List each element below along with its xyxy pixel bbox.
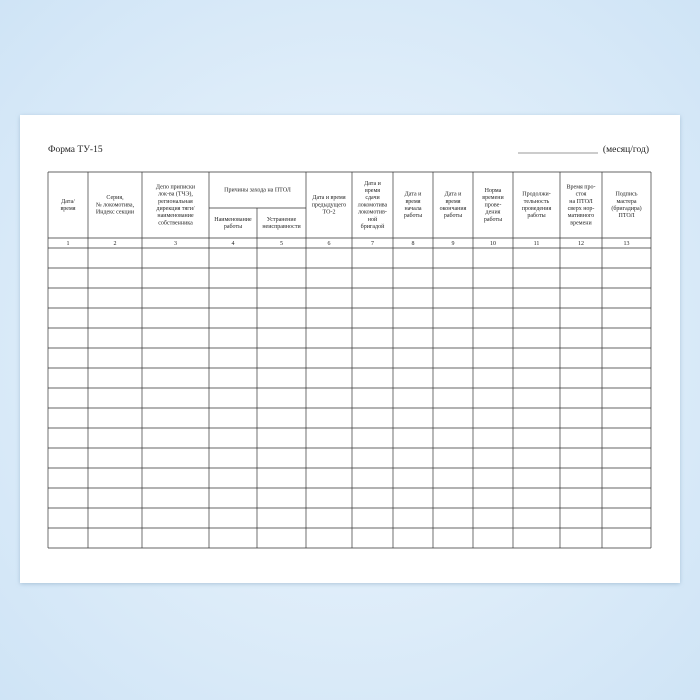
column-header: времени (482, 195, 504, 201)
column-number: 6 (328, 241, 331, 247)
column-header: Депо приписки (156, 184, 196, 190)
column-header: проведения (522, 206, 552, 212)
column-header: время (405, 199, 420, 205)
column-header: работы (404, 212, 422, 219)
column-header: № локомотива, (96, 202, 135, 208)
table: Причины захода на ПТОЛ Дата/время 1 Серия,№… (47, 171, 652, 549)
column-header: региональная (158, 199, 193, 205)
column-header: ТО-2 (323, 210, 336, 216)
column-header: ной (368, 216, 378, 223)
column-header: Дата и (364, 181, 381, 187)
column-header: мастера (616, 199, 636, 205)
column-header: время (60, 206, 75, 212)
column-header: Дата/ (61, 199, 75, 205)
column-header: (бригадира) (611, 205, 641, 212)
group-header: Причины захода на ПТОЛ (224, 187, 291, 193)
column-header: начала (404, 206, 421, 212)
column-header: ПТОЛ (618, 213, 634, 219)
column-header: время (365, 188, 380, 194)
column-header: работы (527, 212, 545, 219)
column-number: 1 (67, 241, 70, 247)
form-title: Форма ТУ-15 (48, 145, 103, 155)
column-number: 8 (412, 241, 415, 247)
column-header: прове- (485, 202, 502, 208)
column-header: Норма (485, 188, 502, 194)
column-number: 4 (232, 241, 235, 247)
column-number: 5 (280, 241, 283, 247)
column-header: Дата и время (312, 195, 345, 201)
column-header: время (445, 199, 460, 205)
column-header: собственника (158, 219, 193, 226)
column-header: мативного (568, 213, 594, 219)
column-header: лок-ва (ТЧЭ), (158, 191, 193, 198)
column-header: тельность (524, 199, 550, 205)
column-number: 9 (452, 241, 455, 247)
column-number: 12 (578, 241, 584, 247)
column-number: 10 (490, 241, 496, 247)
column-header: Дата и (445, 192, 462, 198)
column-header: времени (570, 220, 592, 226)
column-number: 7 (371, 241, 374, 247)
column-number: 2 (114, 241, 117, 247)
column-header: Серия, (106, 195, 124, 201)
column-number: 13 (624, 241, 630, 247)
column-header: Дата и (405, 192, 422, 198)
column-header: дения (486, 210, 501, 216)
column-header: сверх нор- (568, 206, 595, 212)
column-header: на ПТОЛ (569, 199, 592, 205)
column-header: окончания (440, 206, 467, 212)
sheet (20, 115, 680, 583)
period-label: (месяц/год) (603, 144, 649, 155)
column-header: бригадой (361, 223, 385, 230)
column-header: Продолжи- (522, 192, 550, 198)
column-header: локомотив- (358, 210, 387, 216)
column-header: Наименование (214, 217, 252, 223)
column-number: 3 (174, 241, 177, 247)
column-header: Время про- (567, 184, 596, 190)
column-header: Подпись (615, 192, 637, 198)
column-header: работы (484, 216, 502, 223)
column-header: работы (444, 212, 462, 219)
column-header: сдачи (365, 195, 380, 201)
column-header: Устранение (267, 217, 297, 223)
column-header: локомотива (358, 202, 388, 208)
column-header: неисправности (262, 224, 301, 230)
column-header: Индекс секции (96, 210, 135, 216)
column-header: стоя (576, 192, 587, 198)
column-header: предыдущего (312, 202, 347, 208)
column-header: наименование (157, 213, 194, 219)
column-number: 11 (534, 241, 540, 247)
column-header: дирекция тяги/ (156, 206, 194, 212)
column-header: работы (224, 223, 242, 230)
